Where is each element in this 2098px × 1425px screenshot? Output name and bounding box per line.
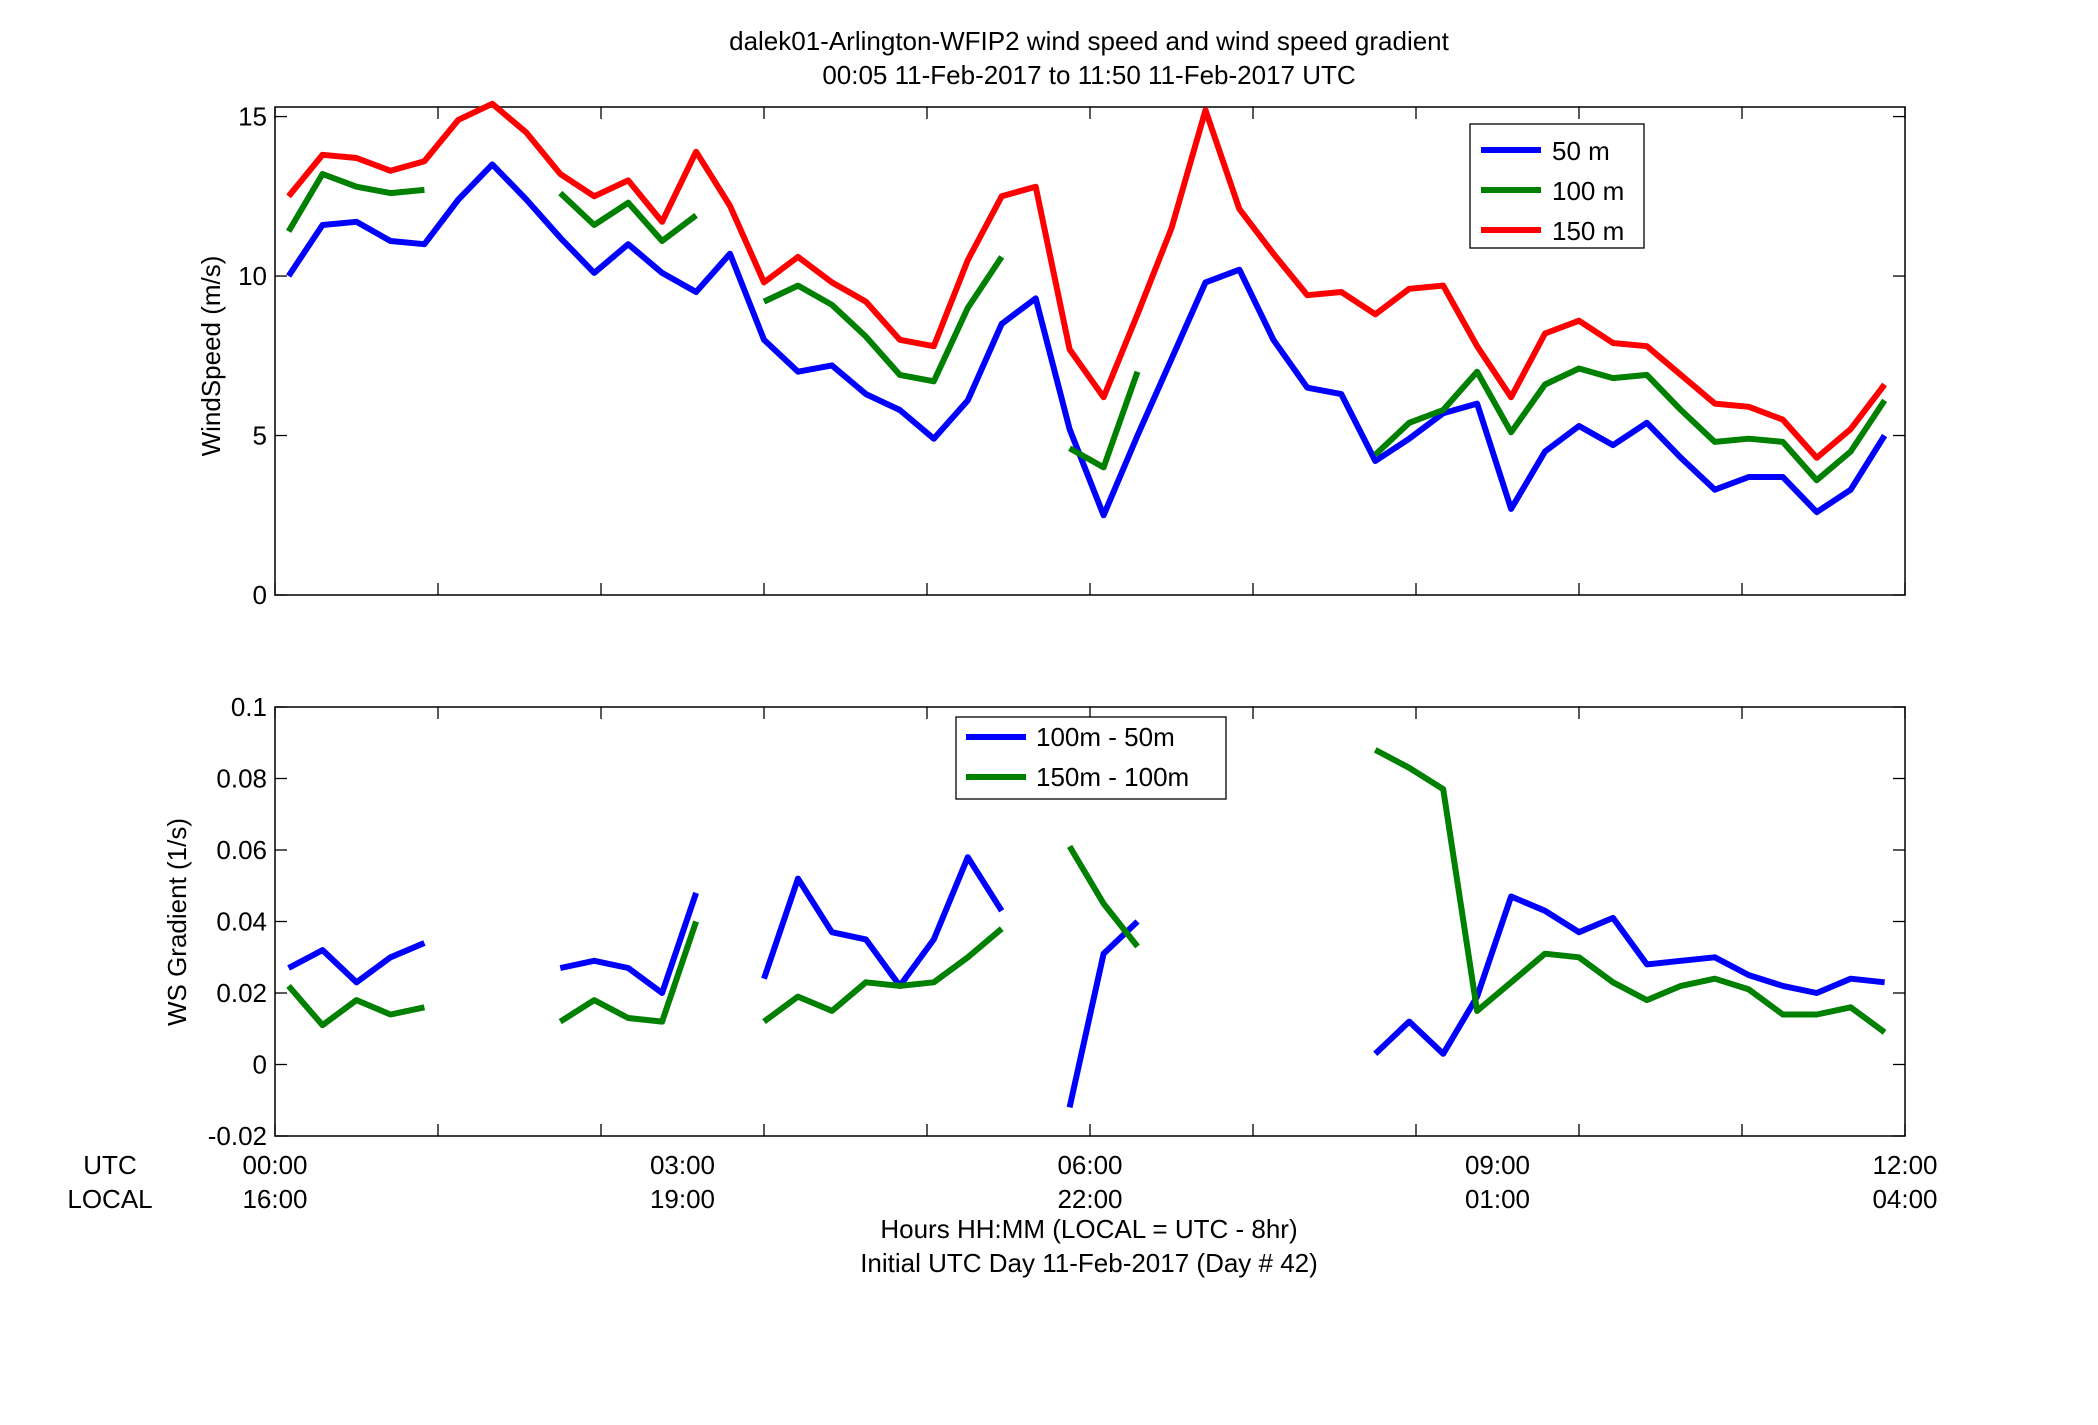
gradient-series [286, 747, 1887, 1109]
windspeed-ticks: 0 5 10 15 [238, 102, 1906, 610]
utc-tick-label: 00:00 [242, 1150, 307, 1180]
utc-tick-label: 03:00 [650, 1150, 715, 1180]
gradient-legend: 100m - 50m 150m - 100m [955, 716, 1227, 800]
local-tick-label: 19:00 [650, 1184, 715, 1214]
utc-tick-labels: 00:00 03:00 06:00 09:00 12:00 [242, 1150, 1937, 1180]
windspeed-axes-box [274, 106, 1906, 596]
y-tick-label: 0 [253, 580, 267, 610]
utc-tick-label: 06:00 [1057, 1150, 1122, 1180]
series-line-150m-100m [286, 747, 1887, 1035]
y-tick-label: 0.02 [216, 978, 267, 1008]
local-tick-label: 16:00 [242, 1184, 307, 1214]
series-line-50-m [286, 161, 1888, 519]
time-axis-labels: UTC LOCAL 00:00 03:00 06:00 09:00 12:00 16:0… [67, 1150, 1937, 1278]
local-tick-label: 01:00 [1465, 1184, 1530, 1214]
local-tick-label: 22:00 [1057, 1184, 1122, 1214]
windspeed-legend: 50 m 100 m 150 m [1469, 123, 1645, 249]
windspeed-panel: 0 5 10 15 WindSpeed (m/s) 50 m 100 m 150 m [196, 100, 1906, 610]
gradient-ticks: -0.02 0 0.02 0.04 0.06 0.08 0.1 [208, 692, 1906, 1151]
y-tick-label: 0.1 [231, 692, 267, 722]
legend-150m-100m-label: 150m - 100m [1036, 762, 1189, 792]
legend-150m-label: 150 m [1552, 216, 1624, 246]
local-tick-label: 04:00 [1872, 1184, 1937, 1214]
series-line-150-m [286, 100, 1887, 461]
chart-title-line1: dalek01-Arlington-WFIP2 wind speed and w… [729, 26, 1450, 56]
y-tick-label: -0.02 [208, 1121, 267, 1151]
legend-50m-label: 50 m [1552, 136, 1610, 166]
utc-row-label: UTC [83, 1150, 136, 1180]
y-tick-label: 0.04 [216, 907, 267, 937]
y-tick-label: 0.08 [216, 764, 267, 794]
y-tick-label: 15 [238, 102, 267, 132]
x-axis-label-line2: Initial UTC Day 11-Feb-2017 (Day # 42) [860, 1248, 1318, 1278]
legend-100m-label: 100 m [1552, 176, 1624, 206]
utc-tick-label: 09:00 [1465, 1150, 1530, 1180]
y-tick-label: 5 [253, 421, 267, 451]
local-row-label: LOCAL [67, 1184, 152, 1214]
chart-title-line2: 00:05 11-Feb-2017 to 11:50 11-Feb-2017 U… [822, 60, 1355, 90]
gradient-y-label: WS Gradient (1/s) [162, 818, 192, 1026]
windspeed-series [286, 100, 1888, 519]
gradient-legend-box [955, 716, 1227, 800]
x-axis-label-line1: Hours HH:MM (LOCAL = UTC - 8hr) [880, 1214, 1297, 1244]
y-tick-label: 0.06 [216, 835, 267, 865]
local-tick-labels: 16:00 19:00 22:00 01:00 04:00 [242, 1184, 1937, 1214]
gradient-panel: -0.02 0 0.02 0.04 0.06 0.08 0.1 WS Gradient (1… [162, 692, 1906, 1151]
utc-tick-label: 12:00 [1872, 1150, 1937, 1180]
windspeed-y-label: WindSpeed (m/s) [196, 256, 226, 457]
legend-100m-50m-label: 100m - 50m [1036, 722, 1175, 752]
series-line-100-m [286, 171, 1888, 484]
y-tick-label: 10 [238, 261, 267, 291]
series-line-100m-50m [287, 854, 1885, 1109]
y-tick-label: 0 [253, 1050, 267, 1080]
